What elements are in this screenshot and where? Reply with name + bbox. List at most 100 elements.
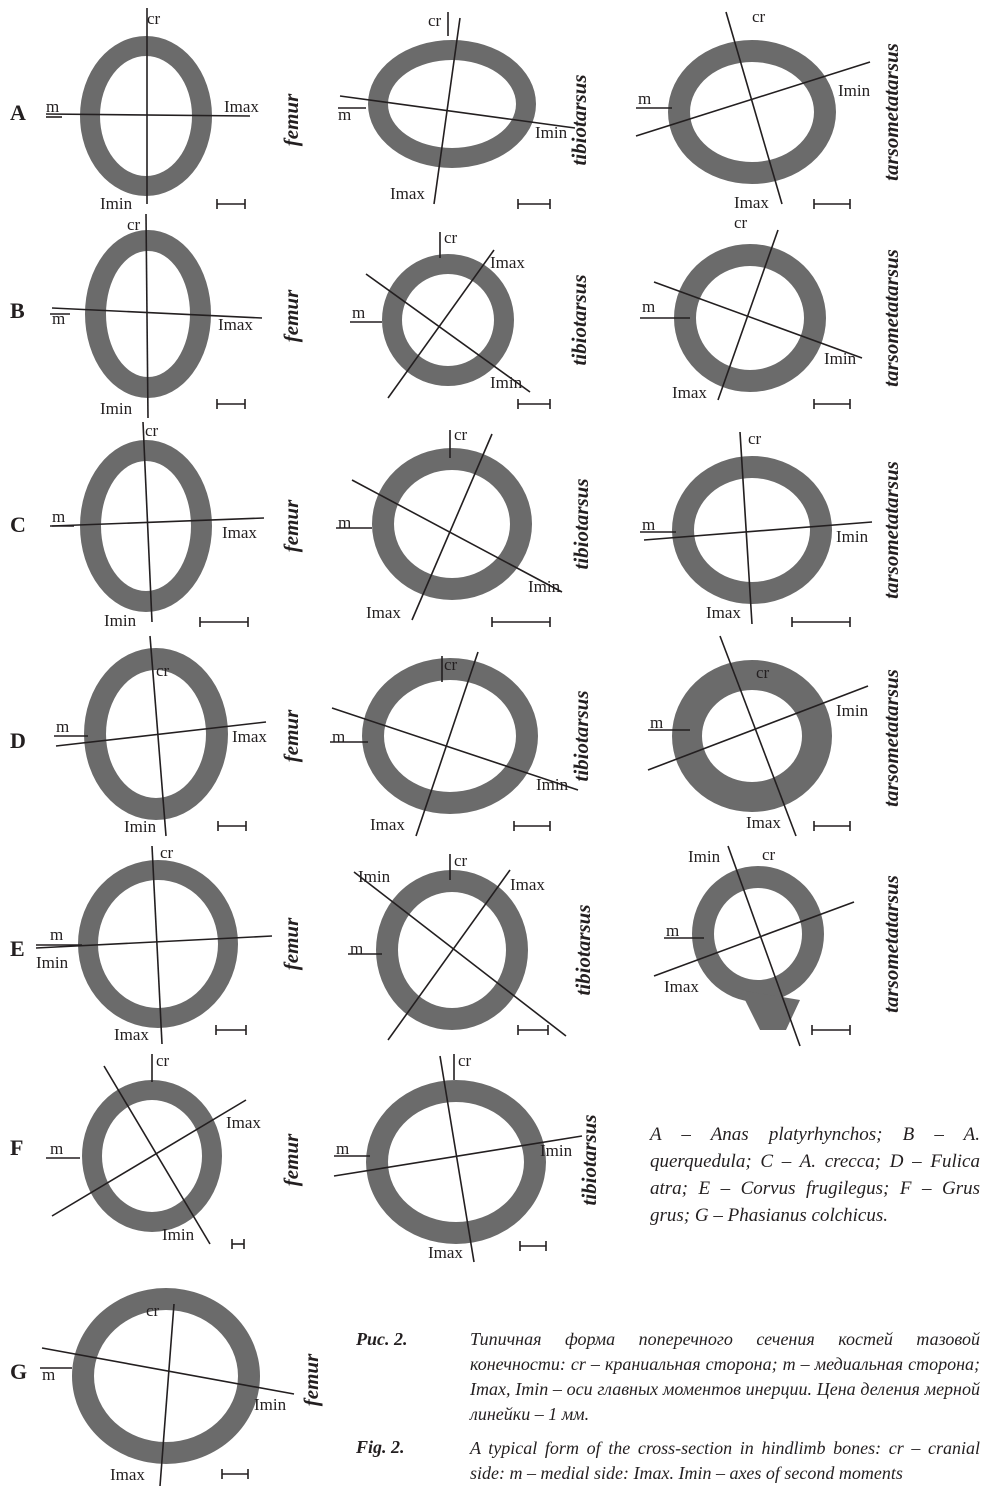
bone-label-tarsometatarsus: tarsometatarsus (879, 461, 903, 599)
label-cr: cr (444, 655, 458, 674)
scale-bar (813, 821, 851, 831)
scale-bar (517, 399, 551, 409)
label-m: m (338, 513, 351, 532)
label-cr: cr (160, 843, 174, 862)
scale-bar (519, 1241, 547, 1251)
section-d-tarsometatarsus (672, 660, 832, 812)
caption-en-text: A typical form of the cross-section in h… (470, 1438, 980, 1483)
label-imax: Imax (110, 1465, 145, 1484)
axis-d-tibiotarsus-imax (415, 651, 479, 837)
axis-a-tarsometatarsus-imin (635, 61, 871, 137)
label-cr: cr (734, 213, 748, 232)
label-cr: cr (748, 429, 762, 448)
scale-bar (216, 399, 246, 409)
axis-e-tibiotarsus-imin (353, 871, 567, 1037)
label-cr: cr (444, 228, 458, 247)
scale-bar (231, 1239, 245, 1249)
bone-label-tibiotarsus: tibiotarsus (571, 904, 595, 995)
axis-f-femur-imax (51, 1099, 247, 1217)
axis-b-tibiotarsus-imin (365, 273, 531, 393)
axis-e-femur-imin (35, 935, 273, 949)
bone-label-tibiotarsus: tibiotarsus (569, 478, 593, 569)
label-m: m (56, 717, 69, 736)
caption-ru-text: Типичная форма поперечного сечения косте… (470, 1329, 980, 1424)
label-cr: cr (454, 425, 468, 444)
label-m: m (46, 97, 59, 116)
label-imin: Imin (536, 775, 569, 794)
scale-bar (491, 617, 551, 627)
label-m: m (52, 507, 65, 526)
axis-c-tibiotarsus-imin (351, 479, 563, 593)
bone-label-tibiotarsus: tibiotarsus (577, 1114, 601, 1205)
label-m: m (352, 303, 365, 322)
bone-label-femur: femur (279, 1133, 303, 1186)
bone-label-femur: femur (279, 917, 303, 970)
section-f-tibiotarsus (366, 1080, 546, 1244)
label-imin: Imin (124, 817, 157, 836)
axis-d-tarsometatarsus-imin (647, 685, 869, 771)
caption-ru-label: Рис. 2. (356, 1329, 408, 1349)
label-cr: cr (156, 661, 170, 680)
label-imax: Imax (370, 815, 405, 834)
section-e-tarsometatarsus (692, 866, 824, 1002)
axis-d-tibiotarsus-imin (331, 707, 579, 791)
label-imin: Imin (358, 867, 391, 886)
label-imin: Imin (838, 81, 871, 100)
label-m: m (650, 713, 663, 732)
label-cr: cr (145, 421, 159, 440)
bone-label-femur: femur (279, 709, 303, 762)
scale-bar (215, 1025, 247, 1035)
bone-label-femur: femur (279, 289, 303, 342)
scale-bar (517, 199, 551, 209)
scale-bar (216, 199, 246, 209)
label-imin: Imin (540, 1141, 573, 1160)
section-g-femur (72, 1288, 260, 1464)
label-imax: Imax (224, 97, 259, 116)
label-m: m (666, 921, 679, 940)
section-e-tarsometatarsus-process (740, 990, 800, 1030)
label-cr: cr (428, 11, 442, 30)
axis-c-tibiotarsus-imax (411, 433, 493, 621)
label-imin: Imin (104, 611, 137, 630)
label-imin: Imin (836, 701, 869, 720)
label-imin: Imin (490, 373, 523, 392)
label-imin: Imin (100, 194, 133, 213)
label-imax: Imax (222, 523, 257, 542)
axis-e-tibiotarsus-imax (387, 869, 511, 1041)
axis-b-femur-cr (145, 213, 149, 419)
label-imax: Imax (664, 977, 699, 996)
label-cr: cr (752, 7, 766, 26)
section-c-tibiotarsus (372, 448, 532, 600)
axis-f-femur-imin (103, 1065, 211, 1245)
axis-a-tibiotarsus-imin (339, 95, 576, 129)
label-cr: cr (147, 9, 161, 28)
label-m: m (332, 727, 345, 746)
label-imax: Imax (114, 1025, 149, 1044)
label-m: m (642, 297, 655, 316)
bone-label-femur: femur (299, 1353, 323, 1406)
axis-c-tarsometatarsus-imin (643, 521, 873, 541)
axis-e-femur-imax (151, 845, 163, 1045)
axis-e-tarsometatarsus-imin (727, 845, 801, 1047)
label-imin: Imin (824, 349, 857, 368)
scale-bar (221, 1469, 249, 1479)
scale-bar (199, 617, 249, 627)
label-cr: cr (146, 1301, 160, 1320)
label-imax: Imax (746, 813, 781, 832)
label-imin: Imin (36, 953, 69, 972)
label-imax: Imax (428, 1243, 463, 1262)
section-b-femur (85, 230, 211, 398)
label-imin: Imin (535, 123, 568, 142)
caption-en-label: Fig. 2. (356, 1437, 405, 1457)
label-m: m (336, 1139, 349, 1158)
bone-label-tarsometatarsus: tarsometatarsus (879, 43, 903, 181)
label-imax: Imax (734, 193, 769, 212)
scale-bar (513, 821, 551, 831)
section-b-tibiotarsus (382, 254, 514, 386)
axis-c-tarsometatarsus-imax (739, 431, 753, 625)
axis-b-femur-imax (51, 307, 263, 319)
scale-bar (813, 199, 851, 209)
scale-bar (517, 1025, 549, 1035)
axis-g-femur-imax (159, 1303, 175, 1486)
